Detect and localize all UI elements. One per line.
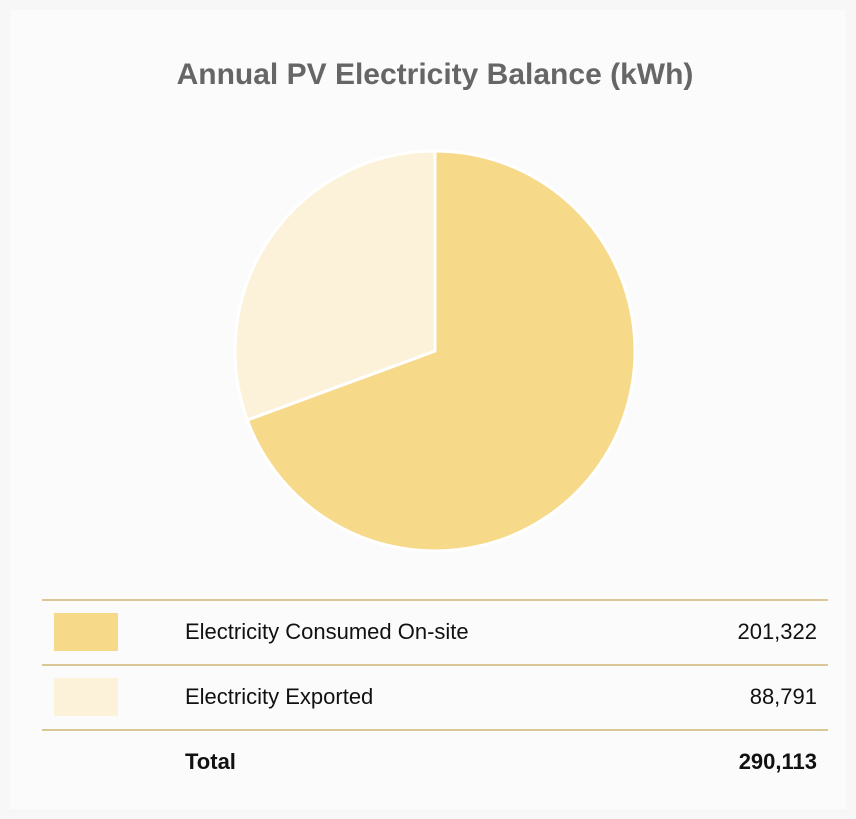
legend-swatch [54, 678, 118, 716]
chart: Annual PV Electricity Balance (kWh) Elec… [0, 0, 856, 819]
legend-label: Electricity Consumed On-site [185, 619, 469, 644]
pie [235, 151, 635, 551]
value-label: 88,791 [750, 684, 817, 709]
page: Annual PV Electricity Balance (kWh) Elec… [0, 0, 856, 819]
legend-label: Electricity Exported [185, 684, 373, 709]
value-label: 201,322 [737, 619, 817, 644]
chart-title: Annual PV Electricity Balance (kWh) [177, 58, 694, 91]
total-label: Total [185, 749, 236, 774]
total-value: 290,113 [739, 749, 817, 774]
legend-swatch [54, 613, 118, 651]
